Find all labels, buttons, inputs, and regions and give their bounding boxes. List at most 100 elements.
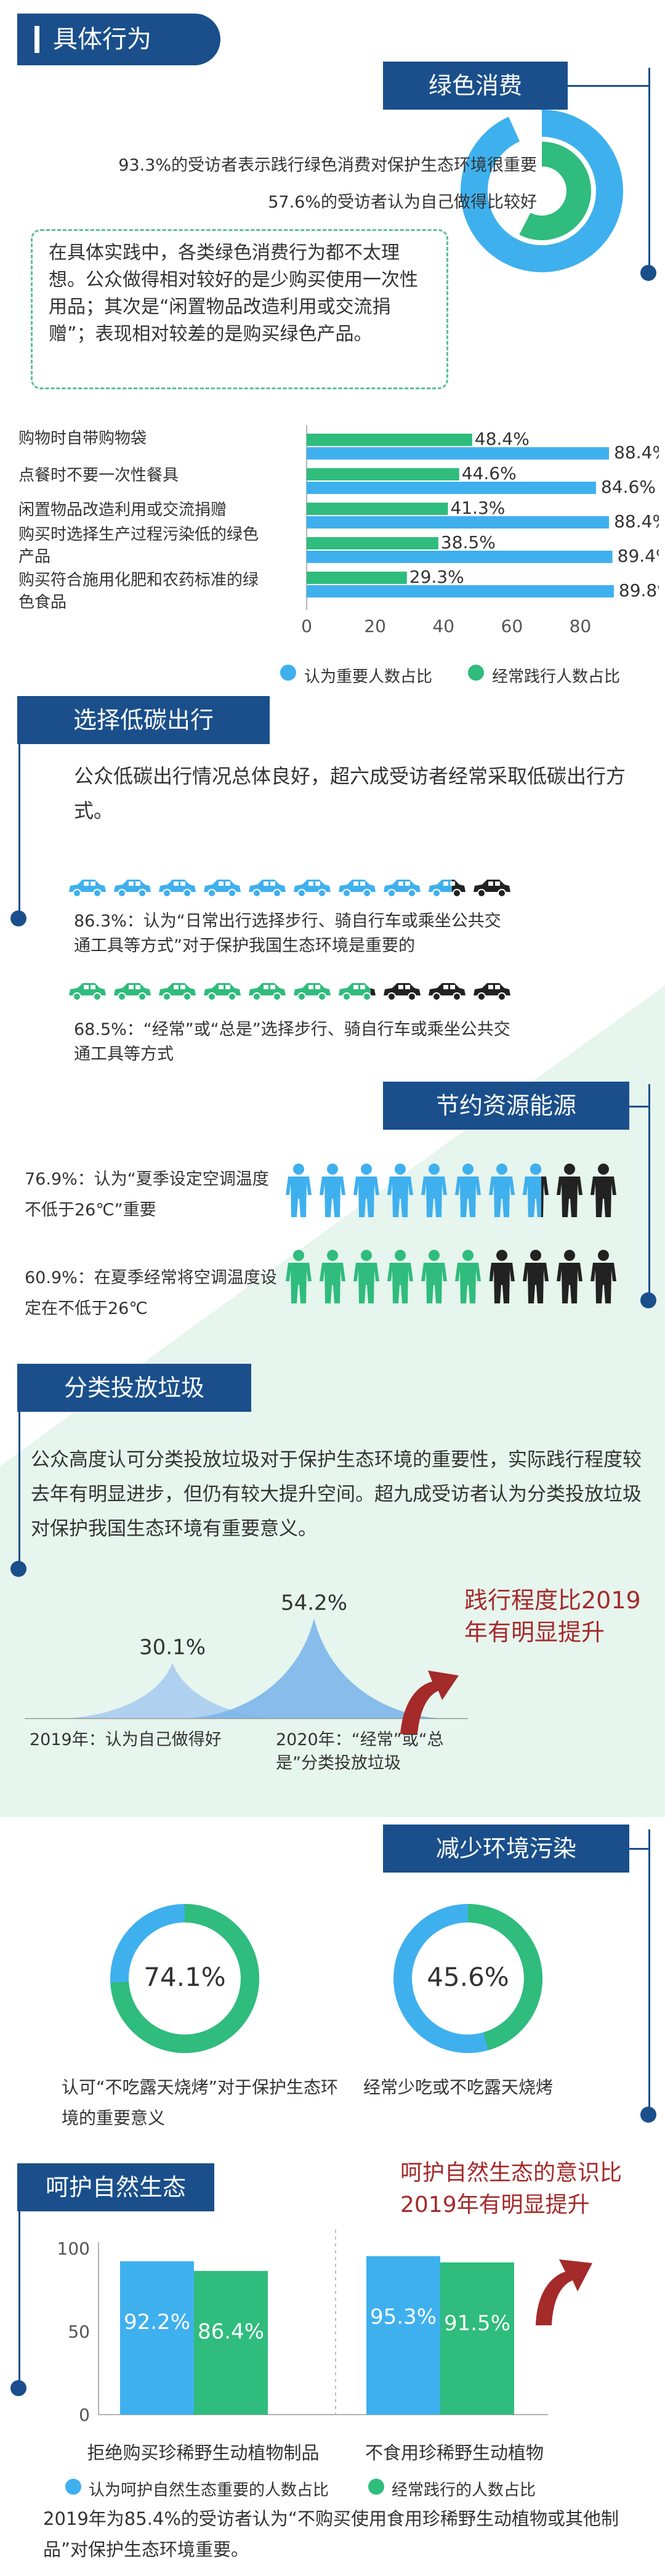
person-icon [589,1163,618,1218]
car-icon [291,981,334,1002]
area-value-label: 54.2% [281,1590,347,1615]
car-icon [426,981,469,1002]
car-row-practice [66,981,571,1005]
bar [194,2270,268,2415]
bar [440,2262,514,2415]
section-line [648,1084,650,1294]
car-icon [381,981,424,1002]
bar [120,2261,194,2415]
x-tick-label: 40 [432,616,454,636]
section-dot [10,910,26,926]
car-icon [201,981,244,1002]
y-tick-label: 0 [79,2405,90,2425]
person-icon [488,1249,516,1305]
donut-value-bbq-important: 74.1% [143,1962,226,1992]
y-tick-label: 100 [57,2238,90,2259]
x-tick-label: 80 [570,616,592,636]
garbage-area-chart: 30.1% 54.2% [25,1590,468,1719]
green-consumption-rings [461,110,623,272]
bar-value-label: 84.6% [601,477,656,497]
legend-label-practice: 经常践行人数占比 [492,668,621,686]
bar-value-label: 91.5% [444,2311,510,2336]
donut-arc [110,1904,259,2053]
car-icon [336,981,379,1002]
section-tag-pollution: 减少环境污染 [383,1825,629,1873]
car-icon [66,877,110,898]
section-line [18,2205,20,2384]
nature-bar-chart: 0 50 100 92.2% 86.4% 95.3% 91.5% [57,2230,548,2425]
donut-chart-bbq-practice [393,1904,542,2053]
car-icon [381,877,424,898]
green-consumption-bar-chart: 48.4% 88.4% 44.6% 84.6% 41.3% 88.4% 38.5% 89.4%… [301,425,659,636]
bar-practice [307,537,438,549]
garbage-label-2019: 2019年：认为自己做得好 [30,1730,222,1749]
person-icon [454,1163,482,1218]
section-dot [10,1561,26,1577]
car-icon [246,877,289,898]
section-line [18,1404,20,1565]
section-tag-low-carbon: 选择低碳出行 [17,696,270,744]
section-line [648,68,650,268]
save-stat-practice: 60.9%：在夏季经常将空调温度设定在不低于26℃ [25,1268,277,1318]
person-icon [555,1249,584,1305]
legend-marker-practice [468,665,484,681]
person-icon [420,1163,448,1218]
bar-value-label: 92.2% [124,2310,190,2335]
car-icon [156,877,200,898]
person-icon [318,1249,347,1305]
donut-arc [467,1904,542,2051]
car-icon [201,877,244,898]
bar-value-label: 41.3% [450,498,505,518]
person-row-practice [284,1249,642,1305]
bar-important [307,585,614,597]
section-dot [640,265,656,281]
main-header: 具体行为 [17,14,220,65]
section-line [629,1106,650,1108]
bar-value-label: 95.3% [370,2305,437,2330]
header-accent-bar [34,26,39,53]
person-icon [284,1163,313,1218]
car-icon [426,877,469,898]
garbage-intro: 公众高度认可分类投放垃圾对于保护生态环境的重要性，实际践行程度较去年有明显进步，… [31,1449,642,1540]
summary-text: 在具体实践中，各类绿色消费行为都不太理想。公众做得相对较好的是少购买使用一次性用… [49,242,418,345]
bar-value-label: 89.4% [618,546,659,566]
legend-marker-nature-practice [368,2479,384,2495]
car-icon [111,981,155,1002]
person-icon [420,1249,448,1305]
category-label: 闲置物品改造利用或交流捐赠 [18,501,227,519]
bar-value-label: 29.3% [409,567,464,587]
car-icon [471,877,514,898]
area-peak [179,1618,449,1719]
garbage-label-2020: 2020年：“经常”或“总是”分类投放垃圾 [276,1730,444,1773]
bar-important [307,516,610,529]
x-tick-label: 0 [301,616,312,636]
legend-marker-important [280,665,296,681]
section-line [629,1848,650,1850]
ring-arc [461,110,623,272]
stat-doing-well: 57.6%的受访者认为自己做得比较好 [268,193,537,212]
section-line [648,1829,650,2113]
stat-important: 93.3%的受访者表示践行绿色消费对保护生态环境很重要 [118,156,537,175]
bar-value-label: 88.4% [614,511,659,532]
car-icon [111,877,155,898]
bar-practice [307,468,459,480]
summary-box: 在具体实践中，各类绿色消费行为都不太理想。公众做得相对较好的是少购买使用一次性用… [31,229,448,389]
bar-important [307,551,613,563]
person-icon [522,1249,550,1305]
donut-chart-bbq-important [110,1904,259,2053]
car-icon [291,877,334,898]
person-icon [454,1249,482,1305]
legend-label-important: 认为重要人数占比 [304,668,433,686]
car-icon [336,877,379,898]
low-carbon-stat-practice: 68.5%：“经常”或“总是”选择步行、骑自行车或乘坐公共交通工具等方式 [74,1020,510,1064]
legend-label-nature-important: 认为呵护自然生态重要的人数占比 [89,2481,329,2500]
bar-value-label: 38.5% [441,532,496,553]
section-tag-save-resources: 节约资源能源 [383,1082,629,1130]
legend-marker-nature-important [65,2479,81,2495]
person-icon [589,1249,618,1305]
person-icon [488,1163,516,1218]
area-peak [55,1663,289,1719]
person-icon [352,1163,381,1218]
nature-category-label: 拒绝购买珍稀野生动植物制品 [87,2442,320,2463]
section-line [568,85,650,87]
